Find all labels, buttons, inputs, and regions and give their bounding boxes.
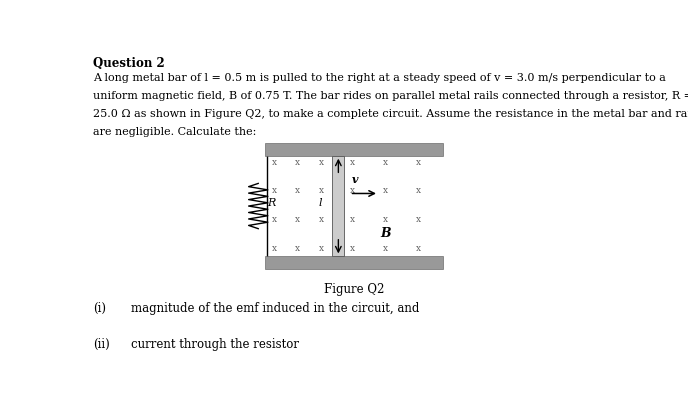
Bar <box>265 143 443 156</box>
Text: x: x <box>272 157 277 166</box>
Text: (ii): (ii) <box>93 338 109 351</box>
Text: x: x <box>295 244 300 253</box>
Text: x: x <box>416 157 421 166</box>
Bar <box>265 256 443 269</box>
Text: x: x <box>383 244 388 253</box>
Text: x: x <box>416 244 421 253</box>
Text: x: x <box>416 186 421 195</box>
Text: are negligible. Calculate the:: are negligible. Calculate the: <box>93 127 257 137</box>
Text: x: x <box>350 157 355 166</box>
Text: x: x <box>350 244 355 253</box>
Text: l: l <box>319 198 323 208</box>
Text: x: x <box>383 186 388 195</box>
Text: x: x <box>295 186 300 195</box>
Text: x: x <box>416 215 421 224</box>
Text: uniform magnetic field, B of 0.75 T. The bar rides on parallel metal rails conne: uniform magnetic field, B of 0.75 T. The… <box>93 91 688 101</box>
Text: x: x <box>319 157 324 166</box>
Text: Figure Q2: Figure Q2 <box>324 283 384 296</box>
Text: x: x <box>319 244 324 253</box>
Text: v: v <box>352 174 358 185</box>
Text: magnitude of the emf induced in the circuit, and: magnitude of the emf induced in the circ… <box>131 302 420 315</box>
Text: Question 2: Question 2 <box>93 57 164 70</box>
Text: x: x <box>319 186 324 195</box>
Text: x: x <box>272 186 277 195</box>
Text: A long metal bar of l = 0.5 m is pulled to the right at a steady speed of v = 3.: A long metal bar of l = 0.5 m is pulled … <box>93 73 666 82</box>
Bar <box>332 156 344 256</box>
Text: x: x <box>383 157 388 166</box>
Text: current through the resistor: current through the resistor <box>131 338 299 351</box>
Text: x: x <box>350 186 355 195</box>
Text: x: x <box>295 157 300 166</box>
Text: x: x <box>383 215 388 224</box>
Text: x: x <box>319 215 324 224</box>
Text: x: x <box>272 215 277 224</box>
Text: (i): (i) <box>93 302 106 315</box>
Text: x: x <box>350 215 355 224</box>
Text: R: R <box>267 198 276 208</box>
Text: x: x <box>272 244 277 253</box>
Text: B: B <box>380 227 391 240</box>
Text: 25.0 Ω as shown in Figure Q2, to make a complete circuit. Assume the resistance : 25.0 Ω as shown in Figure Q2, to make a … <box>93 109 688 119</box>
Text: x: x <box>295 215 300 224</box>
